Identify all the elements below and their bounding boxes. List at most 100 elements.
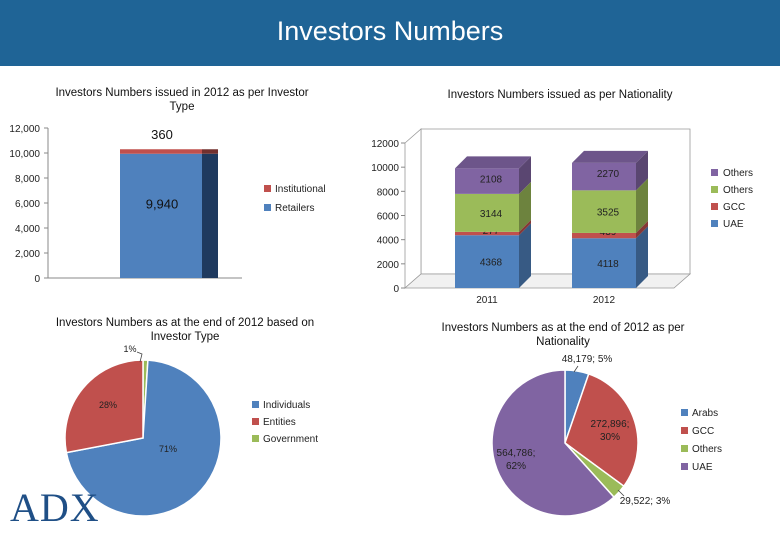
chart1-y-tick-label: 2,000 (15, 249, 40, 260)
chart2-legend-swatch (711, 186, 718, 193)
chart1-y-tick-label: 0 (34, 274, 40, 285)
chart2-data-label: 3144 (480, 209, 503, 220)
chart3-data-label-entities: 28% (99, 400, 117, 410)
chart4-slice-uae (491, 369, 616, 517)
chart4-legend-swatch-others (681, 445, 688, 452)
page-title: Investors Numbers (276, 16, 504, 46)
chart2-y-tick-label: 8000 (377, 187, 400, 198)
adx-logo: ADX (10, 485, 100, 530)
chart1-stacked-bar: 0 2,000 4,000 6,000 8,000 10,000 12,000 9,940 36… (9, 124, 325, 285)
chart1-legend-label-institutional: Institutional (275, 184, 326, 195)
chart1-data-label-institutional: 360 (151, 127, 173, 142)
chart2-data-label: 3525 (597, 208, 620, 219)
chart3-leader-line (136, 351, 143, 363)
chart3-title: Investors Numbers as at the end of 2012 … (55, 317, 315, 343)
chart3-legend-label-entities: Entities (263, 417, 296, 428)
header-banner: Investors Numbers (0, 0, 780, 66)
chart1-y-tick-label: 8,000 (15, 174, 40, 185)
chart2-bar-gcc-2012 (572, 232, 636, 239)
chart4-legend-swatch-arabs (681, 409, 688, 416)
chart3-legend-swatch-individuals (252, 401, 259, 408)
chart4-data-label-uae-b: 62% (506, 461, 526, 472)
chart4-legend-label-gcc: GCC (692, 426, 714, 437)
chart4-legend-label-arabs: Arabs (692, 408, 718, 419)
chart1-legend-swatch-institutional (264, 185, 271, 192)
chart1-bar-institutional (120, 149, 202, 154)
chart2-bar-uae-2011 (455, 235, 519, 288)
chart2-bar-top-2012 (572, 150, 648, 163)
chart2-bar-side-others-2011 (519, 181, 531, 232)
chart2-legend-label: Others (723, 168, 753, 179)
chart4-pie: 48,179; 5% 272,896; 30% 29,522; 3% 564,786; 6… (491, 354, 722, 517)
chart2-stacked-bar-3d: 0200040006000800010000120004368277314421… (371, 128, 753, 306)
chart4-leader-line-others (617, 489, 625, 497)
chart2-data-label: 4368 (480, 258, 503, 269)
chart4-data-label-gcc-b: 30% (600, 432, 620, 443)
chart4-legend-label-uae: UAE (692, 462, 713, 473)
chart1-legend-swatch-retailers (264, 204, 271, 211)
chart1-y-tick-label: 12,000 (9, 124, 40, 135)
chart2-legend-swatch (711, 203, 718, 210)
chart3-legend-label-government: Government (263, 434, 318, 445)
chart2-bar-others-2012 (572, 190, 636, 233)
chart4-title: Investors Numbers as at the end of 2012 … (441, 322, 685, 348)
chart2-bar-side-uae-2012 (636, 226, 648, 288)
chart4-data-label-gcc-a: 272,896; (591, 419, 630, 430)
chart2-bar-side-others-2012 (636, 150, 648, 191)
chart4-data-label-others: 29,522; 3% (620, 496, 671, 507)
chart3-legend-swatch-entities (252, 418, 259, 425)
chart3-pie: 71% 28% 1% Individuals Entities Government (64, 344, 318, 517)
chart1-bar-retailers (120, 153, 202, 278)
chart3-data-label-individuals: 71% (159, 444, 177, 454)
chart4-legend-swatch-gcc (681, 427, 688, 434)
chart4-slice-gcc (564, 373, 639, 488)
chart2-legend-swatch (711, 220, 718, 227)
chart2-y-tick-label: 2000 (377, 260, 400, 271)
chart2-data-label: 2108 (480, 174, 503, 185)
chart2-bar-others-2012 (572, 162, 636, 191)
chart2-bar-gcc-2011 (455, 231, 519, 236)
chart2-bar-top-2011 (455, 156, 531, 169)
chart2-y-tick-label: 6000 (377, 212, 400, 223)
chart3-legend-label-individuals: Individuals (263, 400, 310, 411)
chart2-legend-swatch (711, 169, 718, 176)
chart2-bar-side-gcc-2011 (519, 219, 531, 236)
chart3-slice-entities (64, 359, 144, 454)
chart1-y-tick-label: 10,000 (9, 149, 40, 160)
chart3-legend-swatch-government (252, 435, 259, 442)
chart2-data-label: 4118 (597, 259, 619, 270)
chart1-data-label-retailers: 9,940 (146, 196, 179, 211)
chart2-legend-label: GCC (723, 202, 745, 213)
chart2-y-tick-label: 4000 (377, 236, 400, 247)
chart4-data-label-arabs: 48,179; 5% (562, 354, 613, 365)
chart2-legend-label: Others (723, 185, 753, 196)
chart1-y-tick-label: 4,000 (15, 224, 40, 235)
chart2-bar-side-others-2012 (636, 178, 648, 233)
chart2-bar-others-2011 (455, 193, 519, 232)
chart4-data-label-uae-a: 564,786; (497, 448, 536, 459)
chart2-bar-side-gcc-2012 (636, 220, 648, 239)
chart2-y-tick-label: 0 (393, 284, 399, 295)
chart1-bar-side-institutional (202, 149, 218, 154)
chart2-side-wall (404, 128, 422, 289)
chart2-bar-side-uae-2011 (519, 223, 531, 288)
chart2-bar-side-others-2011 (519, 156, 531, 194)
chart2-y-tick-label: 12000 (371, 139, 399, 150)
chart4-legend-label-others: Others (692, 444, 722, 455)
chart2-data-label: 2270 (597, 169, 620, 180)
chart4-leader-line-arabs (573, 365, 579, 373)
chart2-title: Investors Numbers issued as per National… (447, 89, 673, 101)
chart1-bar-side-retailers (202, 153, 218, 278)
chart2-bar-uae-2012 (572, 238, 636, 288)
chart1-y-tick-label: 6,000 (15, 199, 40, 210)
chart2-legend-label: UAE (723, 219, 744, 230)
chart1-legend-label-retailers: Retailers (275, 203, 314, 214)
chart2-x-tick-label: 2012 (593, 295, 616, 306)
chart1-title: Investors Numbers issued in 2012 as per … (55, 87, 309, 113)
chart2-bar-others-2011 (455, 168, 519, 194)
chart4-legend-swatch-uae (681, 463, 688, 470)
chart2-y-tick-label: 10000 (371, 163, 399, 174)
chart2-x-tick-label: 2011 (476, 295, 498, 306)
chart3-data-label-government: 1% (123, 344, 136, 354)
